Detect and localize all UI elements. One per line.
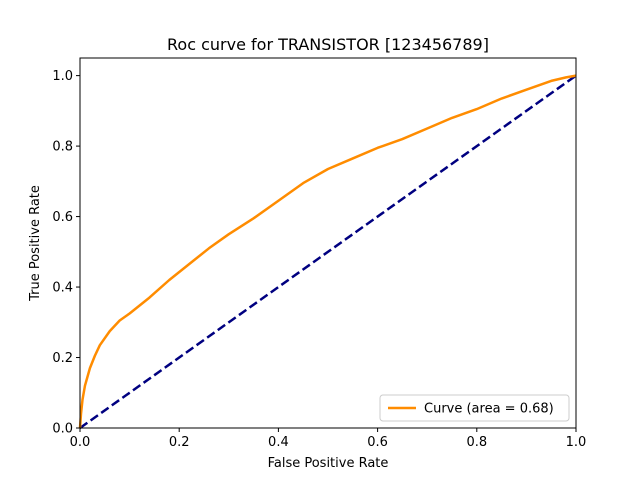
- plot-frame: [79, 57, 577, 429]
- legend-box: [379, 394, 570, 422]
- chance-line: [79, 74, 577, 430]
- roc-curve-line: [78, 74, 577, 429]
- y-tick-label: 0.2: [52, 351, 73, 366]
- x-tick-label: 0.8: [466, 435, 487, 450]
- y-tick-label: 0.6: [52, 210, 73, 225]
- y-tick-label: 0.0: [52, 422, 73, 437]
- legend: Curve (area = 0.68): [379, 394, 570, 422]
- chart-title: Roc curve for TRANSISTOR [123456789]: [167, 35, 489, 54]
- y-axis: 0.0 0.2 0.4 0.6 0.8 1.0: [52, 69, 80, 437]
- x-axis: 0.0 0.2 0.4 0.6 0.8 1.0: [70, 428, 587, 450]
- x-tick-label: 0.0: [70, 435, 91, 450]
- y-axis-label: True Positive Rate: [28, 185, 43, 302]
- x-tick-label: 0.4: [268, 435, 289, 450]
- x-axis-label: False Positive Rate: [268, 456, 389, 471]
- y-tick-label: 0.8: [52, 140, 73, 155]
- plot-area: [80, 58, 576, 428]
- legend-label: Curve (area = 0.68): [424, 402, 554, 417]
- y-tick-label: 0.4: [52, 281, 73, 296]
- y-tick-label: 1.0: [52, 69, 73, 84]
- series-layer: [78, 74, 577, 430]
- x-tick-label: 0.2: [169, 435, 190, 450]
- x-tick-label: 0.6: [367, 435, 388, 450]
- x-tick-label: 1.0: [566, 435, 587, 450]
